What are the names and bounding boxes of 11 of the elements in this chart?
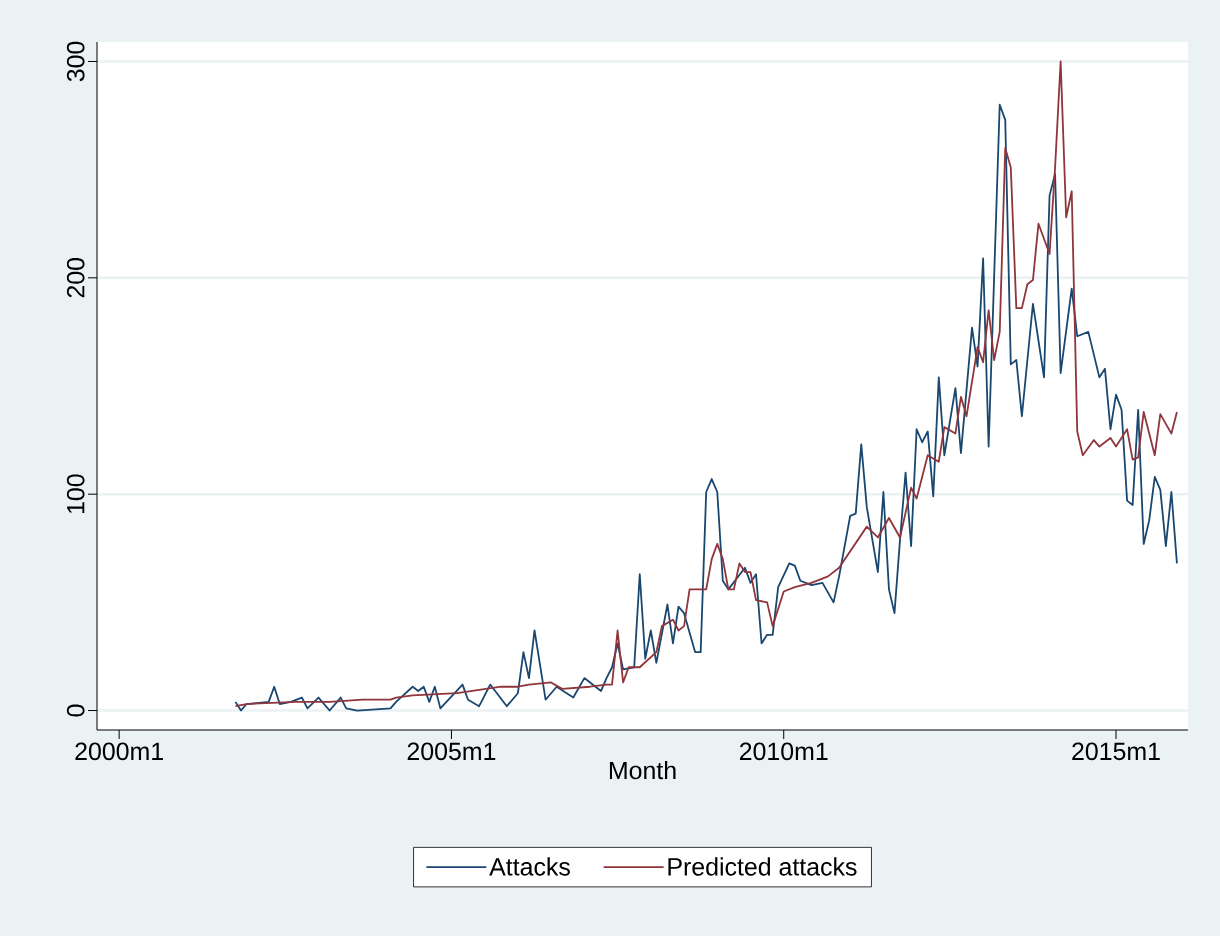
x-axis-title: Month [609, 761, 676, 780]
y-tick-label: 300 [66, 41, 85, 82]
y-tick-label: 200 [66, 258, 85, 298]
y-tick-label: 100 [66, 474, 85, 514]
x-tick-label: 2000m1 [75, 742, 163, 761]
x-tick-label: 2005m1 [407, 742, 496, 761]
x-tick-label: 2015m1 [1072, 742, 1160, 761]
legend-label: Attacks [489, 857, 570, 876]
x-tick-label: 2010m1 [739, 742, 828, 761]
y-tick-label: 0 [66, 704, 85, 717]
legend-label: Predicted attacks [668, 857, 857, 876]
